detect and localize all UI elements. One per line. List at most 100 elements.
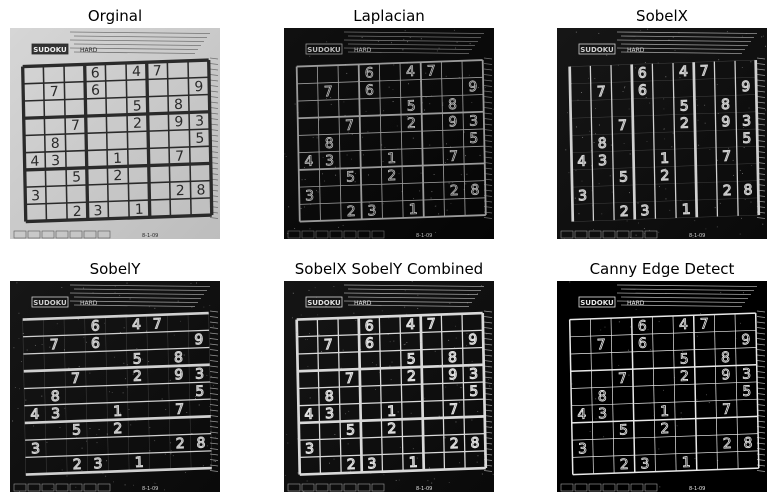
grid-line-vertical: [399, 315, 404, 471]
grid-line-horizontal: [570, 329, 757, 338]
sudoku-digit: 8: [325, 389, 334, 405]
sudoku-digit: 3: [325, 406, 334, 422]
grid-line-vertical: [692, 62, 699, 218]
sudoku-digit: 3: [367, 456, 376, 472]
grid-line-horizontal: [570, 77, 757, 85]
sudoku-digit: 8: [721, 350, 730, 366]
sudoku-digit: 7: [71, 371, 80, 387]
grid-line-vertical: [568, 319, 574, 475]
grid-line-horizontal: [24, 381, 211, 390]
grid-line-horizontal: [571, 415, 758, 424]
sudoku-digit: 3: [640, 456, 649, 472]
sudoku-digit: 9: [448, 114, 457, 130]
sudoku-digit: 6: [638, 65, 647, 81]
grid-line-horizontal: [570, 363, 757, 372]
sudoku-digit: 6: [91, 318, 100, 334]
sudoku-digit: 3: [742, 366, 751, 382]
grid-line-horizontal: [572, 450, 759, 458]
grid-line-horizontal: [299, 432, 486, 441]
sudoku-grid: 6 4 77 6 95 87 2 9 38 54 3 1 75 23 2 82 3 1: [568, 312, 760, 476]
grid-line-horizontal: [298, 162, 485, 171]
sudoku-digit: 6: [365, 336, 374, 352]
difficulty-label: HARD: [627, 300, 645, 307]
sudoku-digit: 3: [51, 406, 60, 422]
sudoku-header-text: SUDOKU: [580, 299, 614, 307]
grid-line-vertical: [63, 318, 68, 474]
grid-line-vertical: [630, 317, 636, 473]
sudoku-header: SUDOKU HARD: [31, 296, 98, 308]
sudoku-digit: 2: [176, 436, 185, 452]
sudoku-digit: 2: [176, 183, 185, 199]
grid-line-vertical: [21, 66, 28, 222]
sudoku-digit: 5: [407, 98, 416, 114]
sudoku-digit: 9: [468, 332, 477, 348]
sudoku-header-text: SUDOKU: [307, 46, 341, 54]
grid-line-vertical: [589, 318, 594, 474]
sudoku-digit: 8: [743, 435, 752, 451]
grid-line-vertical: [83, 64, 90, 220]
sudoku-digit: 7: [345, 371, 354, 387]
sudoku-digit: 5: [469, 131, 478, 147]
footer-date: 8-1-09: [416, 486, 432, 492]
sudoku-digit: 8: [325, 136, 334, 152]
sudoku-digit: 5: [195, 384, 204, 400]
grid-line-vertical: [84, 317, 89, 473]
panel-title: SobelY: [89, 260, 141, 278]
grid-line-horizontal: [23, 346, 210, 355]
sudoku-digit: 7: [597, 84, 606, 100]
sudoku-digit: 5: [619, 169, 628, 185]
difficulty-label: HARD: [627, 47, 645, 54]
sudoku-digit: 7: [722, 149, 731, 165]
sudoku-header: SUDOKU HARD: [31, 43, 98, 55]
grid-line-horizontal: [296, 311, 483, 321]
grid-line-horizontal: [23, 329, 210, 338]
grid-line-vertical: [378, 316, 384, 472]
sudoku-digit: 2: [387, 421, 396, 437]
edge-noise: [569, 281, 744, 488]
footer-strip: 8-1-09: [560, 230, 705, 239]
difficulty-label: HARD: [354, 47, 372, 54]
sudoku-digit: 6: [365, 318, 374, 334]
sudoku-digit: 5: [680, 98, 689, 114]
sudoku-digit: 2: [407, 116, 416, 132]
grid-line-horizontal: [571, 145, 758, 153]
sudoku-digit: 1: [387, 404, 396, 420]
sudoku-digit: 6: [365, 83, 374, 99]
sudoku-digit: 6: [638, 318, 647, 334]
sudoku-digit: 2: [680, 369, 689, 385]
sudoku-digit: 8: [448, 97, 457, 113]
grid-line-horizontal: [23, 363, 210, 373]
sudoku-photo-sobely: SUDOKU HARD 6 4 7 7 6 9 5 8 7 2 9 3 8 5 4 3 1 7 5 2 3 2 8 2 3 1 8-1-…: [10, 281, 220, 492]
sudoku-digit: 8: [598, 389, 607, 405]
sudoku-digit: 3: [305, 188, 314, 204]
grid-line-horizontal: [298, 381, 485, 390]
sudoku-digit: 4: [30, 154, 39, 170]
sudoku-digit: 2: [723, 183, 732, 199]
sudoku-digit: 4: [577, 154, 586, 170]
sudoku-digit: 3: [31, 441, 40, 457]
sudoku-digit: 2: [660, 421, 669, 437]
footer-strip: 8-1-09: [13, 483, 158, 492]
sudoku-digit: 4: [406, 317, 415, 333]
grid-line-vertical: [43, 318, 47, 474]
grid-line-horizontal: [298, 398, 485, 407]
sudoku-digit: 5: [469, 384, 478, 400]
panel-title: SobelX SobelY Combined: [294, 260, 484, 278]
grid-line-horizontal: [297, 363, 484, 373]
grid-line-vertical: [105, 316, 109, 472]
sudoku-digit: 9: [741, 332, 750, 348]
edge-noise: [12, 282, 217, 492]
sudoku-digit: 2: [113, 168, 122, 184]
grid-line-vertical: [461, 60, 466, 216]
sudoku-digit: 5: [407, 351, 416, 367]
sudoku-digit: 5: [72, 422, 81, 438]
sudoku-digit: 4: [304, 407, 313, 423]
footer-strip: 8-1-09: [287, 483, 432, 492]
sudoku-digit: 6: [638, 336, 647, 352]
panel-title: SobelX: [636, 7, 688, 25]
footer-strip: 8-1-09: [287, 230, 432, 239]
grid-line-horizontal: [25, 450, 212, 458]
